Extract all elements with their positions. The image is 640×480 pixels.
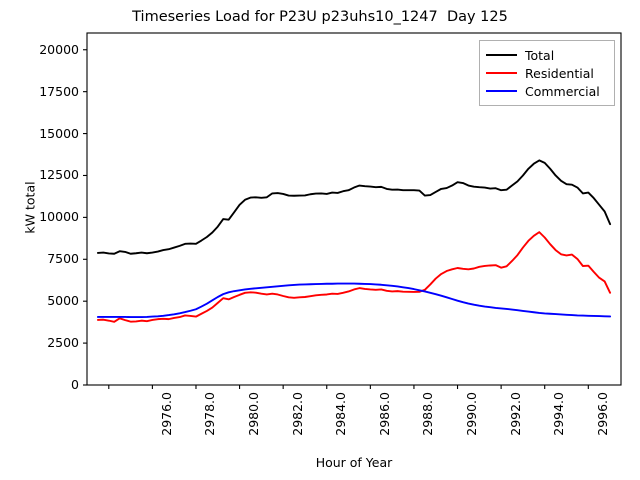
x-tick-label: 2986.0 [376,392,392,436]
chart-legend: Total Residential Commercial [479,40,615,106]
y-tick-label: 17500 [39,83,79,99]
legend-swatch-total [486,54,517,56]
x-tick-label: 2984.0 [332,392,348,436]
legend-label: Residential [525,65,594,81]
x-tick-label: 2982.0 [289,392,305,436]
x-axis-label: Hour of Year [315,455,393,470]
x-tick-label: 2994.0 [550,392,566,436]
legend-item-total: Total [486,46,606,64]
x-tick-label: 2992.0 [507,392,523,436]
x-tick-label: 2988.0 [420,392,436,436]
y-tick-label: 5000 [47,293,79,309]
chart-title: Timeseries Load for P23U p23uhs10_1247 D… [132,9,508,25]
legend-item-commercial: Commercial [486,82,606,100]
y-tick-label: 15000 [39,125,79,141]
y-tick-label: 20000 [39,41,79,57]
y-tick-label: 2500 [47,335,79,351]
axis-ticks [83,49,589,389]
axes-frame [86,32,622,386]
y-tick-label: 10000 [39,209,79,225]
series-line-residential [96,231,612,323]
x-tick-label: 2996.0 [594,392,610,436]
x-tick-label: 2990.0 [463,392,479,436]
legend-label: Total [525,47,555,63]
data-lines [96,159,612,323]
legend-label: Commercial [525,83,600,99]
y-tick-label: 0 [71,377,79,392]
series-line-commercial [96,282,612,319]
x-tick-label: 2976.0 [158,392,174,436]
y-axis-label: kW total [22,181,38,234]
legend-item-residential: Residential [486,64,606,82]
series-line-total [96,159,612,255]
legend-swatch-commercial [486,90,517,92]
x-tick-label: 2978.0 [202,392,218,436]
x-tick-label: 2980.0 [245,392,261,436]
legend-swatch-residential [486,72,517,74]
y-tick-label: 12500 [39,167,79,183]
y-tick-label: 7500 [47,251,79,267]
